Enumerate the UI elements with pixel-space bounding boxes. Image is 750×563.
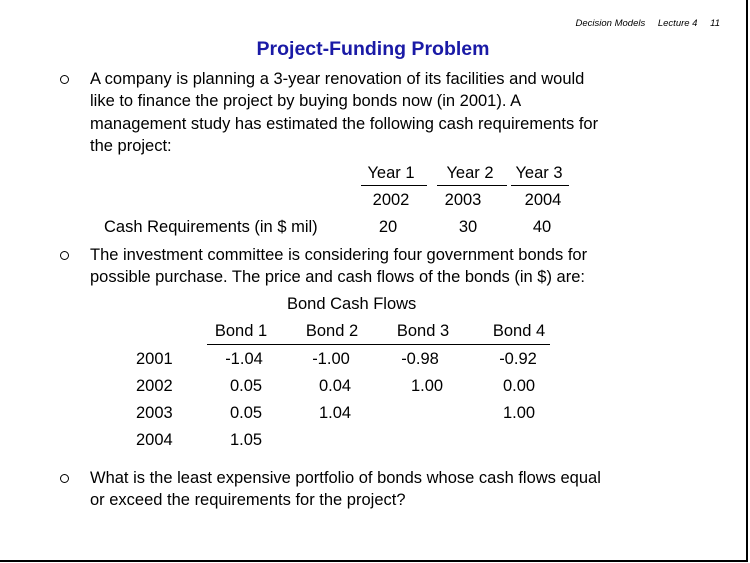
page-number: 11 <box>710 18 720 29</box>
header-underline <box>361 185 427 186</box>
table-cell: 0.05 <box>229 404 263 422</box>
value-cell: 40 <box>532 218 552 236</box>
column-header: Bond 1 <box>214 322 268 340</box>
table-cell: 1.04 <box>318 404 352 422</box>
column-header: Bond 3 <box>396 322 450 340</box>
column-header: Year 2 <box>446 164 494 182</box>
year-cell: 2004 <box>524 191 562 209</box>
header-underline <box>207 344 550 345</box>
row-label: Cash Requirements (in $ mil) <box>104 218 318 236</box>
row-year: 2001 <box>136 350 173 368</box>
bullet-line: possible purchase. The price and cash fl… <box>90 268 585 286</box>
table-cell: 1.00 <box>502 404 536 422</box>
table-cell: -1.00 <box>312 350 350 368</box>
bullet-line: The investment committee is considering … <box>90 246 588 264</box>
column-header: Bond 4 <box>492 322 546 340</box>
bullet-line: A company is planning a 3-year renovatio… <box>90 70 585 88</box>
table-cell: 0.05 <box>229 377 263 395</box>
slide-title: Project-Funding Problem <box>256 38 490 60</box>
row-year: 2002 <box>136 377 173 395</box>
bullet-marker <box>60 474 69 483</box>
bullet-line: management study has estimated the follo… <box>90 115 599 133</box>
column-header: Year 3 <box>515 164 563 182</box>
table-caption: Bond Cash Flows <box>287 295 417 313</box>
table-cell: 0.00 <box>502 377 536 395</box>
table-cell: 1.05 <box>229 431 263 449</box>
course-name: Decision Models <box>575 18 646 29</box>
table-cell: 1.00 <box>410 377 444 395</box>
year-cell: 2003 <box>444 191 482 209</box>
lecture-number: Lecture 4 <box>657 18 698 29</box>
bullet-marker <box>60 251 69 260</box>
header-underline <box>511 185 569 186</box>
bullet-line: the project: <box>90 137 172 155</box>
table-cell: -0.92 <box>499 350 537 368</box>
row-year: 2004 <box>136 431 173 449</box>
slide-header: Decision Models Lecture 4 11 <box>566 18 720 29</box>
bullet-line: like to finance the project by buying bo… <box>90 92 522 110</box>
bullet-line: What is the least expensive portfolio of… <box>90 469 601 487</box>
header-underline <box>437 185 507 186</box>
year-cell: 2002 <box>372 191 410 209</box>
bullet-marker <box>60 75 69 84</box>
table-cell: 0.04 <box>318 377 352 395</box>
table-cell: -0.98 <box>401 350 439 368</box>
column-header: Bond 2 <box>305 322 359 340</box>
value-cell: 20 <box>378 218 398 236</box>
row-year: 2003 <box>136 404 173 422</box>
value-cell: 30 <box>458 218 478 236</box>
bullet-line: or exceed the requirements for the proje… <box>90 491 406 509</box>
column-header: Year 1 <box>367 164 415 182</box>
table-cell: -1.04 <box>225 350 263 368</box>
